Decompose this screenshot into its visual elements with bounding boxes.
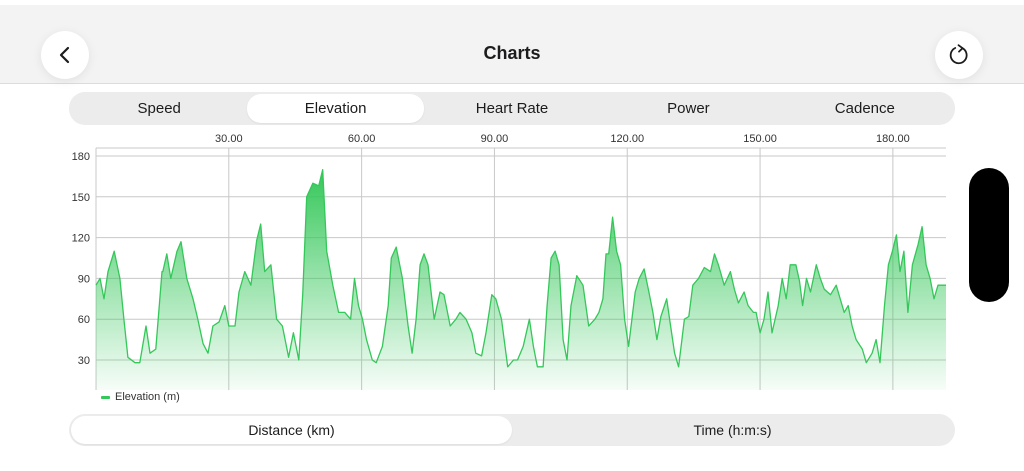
x-tick-label: 120.00 (610, 133, 644, 145)
x-tick-label: 150.00 (743, 133, 777, 145)
back-button[interactable] (41, 31, 89, 79)
elevation-chart[interactable]: 30 60 90 120 150 180 30.00 60.00 90.00 120.00 150.… (60, 128, 960, 408)
y-tick-label: 30 (78, 355, 90, 367)
y-tick-label: 60 (78, 314, 90, 326)
y-tick-label: 150 (72, 192, 90, 204)
elevation-line (95, 168, 946, 368)
x-tick-label: 180.00 (876, 133, 910, 145)
x-tick-label: 30.00 (215, 133, 243, 145)
chart-canvas[interactable]: 30 60 90 120 150 180 30.00 60.00 90.00 120.00 150.… (60, 128, 960, 408)
metric-segmented-control: Speed Elevation Heart Rate Power Cadence (69, 92, 955, 125)
y-tick-label: 90 (78, 273, 90, 285)
x-tick-label: 60.00 (348, 133, 376, 145)
legend-label: Elevation (m) (115, 391, 180, 403)
tab-distance[interactable]: Distance (km) (71, 416, 512, 444)
chart-legend: Elevation (m) (101, 391, 180, 403)
tab-heart-rate[interactable]: Heart Rate (475, 100, 549, 117)
tab-cadence[interactable]: Cadence (834, 100, 895, 117)
y-tick-label: 180 (72, 151, 90, 163)
chevron-left-icon (59, 46, 70, 64)
scrollbar-thumb[interactable] (969, 168, 1009, 302)
x-tick-label: 90.00 (481, 133, 509, 145)
page-title: Charts (483, 43, 541, 63)
y-tick-label: 120 (72, 233, 90, 245)
x-axis-segmented-control: Distance (km) Time (h:m:s) (69, 414, 955, 446)
refresh-button[interactable] (935, 31, 983, 79)
tab-time[interactable]: Time (h:m:s) (693, 422, 772, 438)
tab-elevation[interactable]: Elevation (247, 94, 424, 123)
tab-speed[interactable]: Speed (137, 100, 181, 117)
top-bar: Charts (0, 5, 1024, 84)
legend-swatch-icon (101, 395, 110, 399)
elevation-area (96, 169, 946, 390)
tab-power[interactable]: Power (667, 100, 710, 117)
refresh-icon (949, 44, 968, 65)
